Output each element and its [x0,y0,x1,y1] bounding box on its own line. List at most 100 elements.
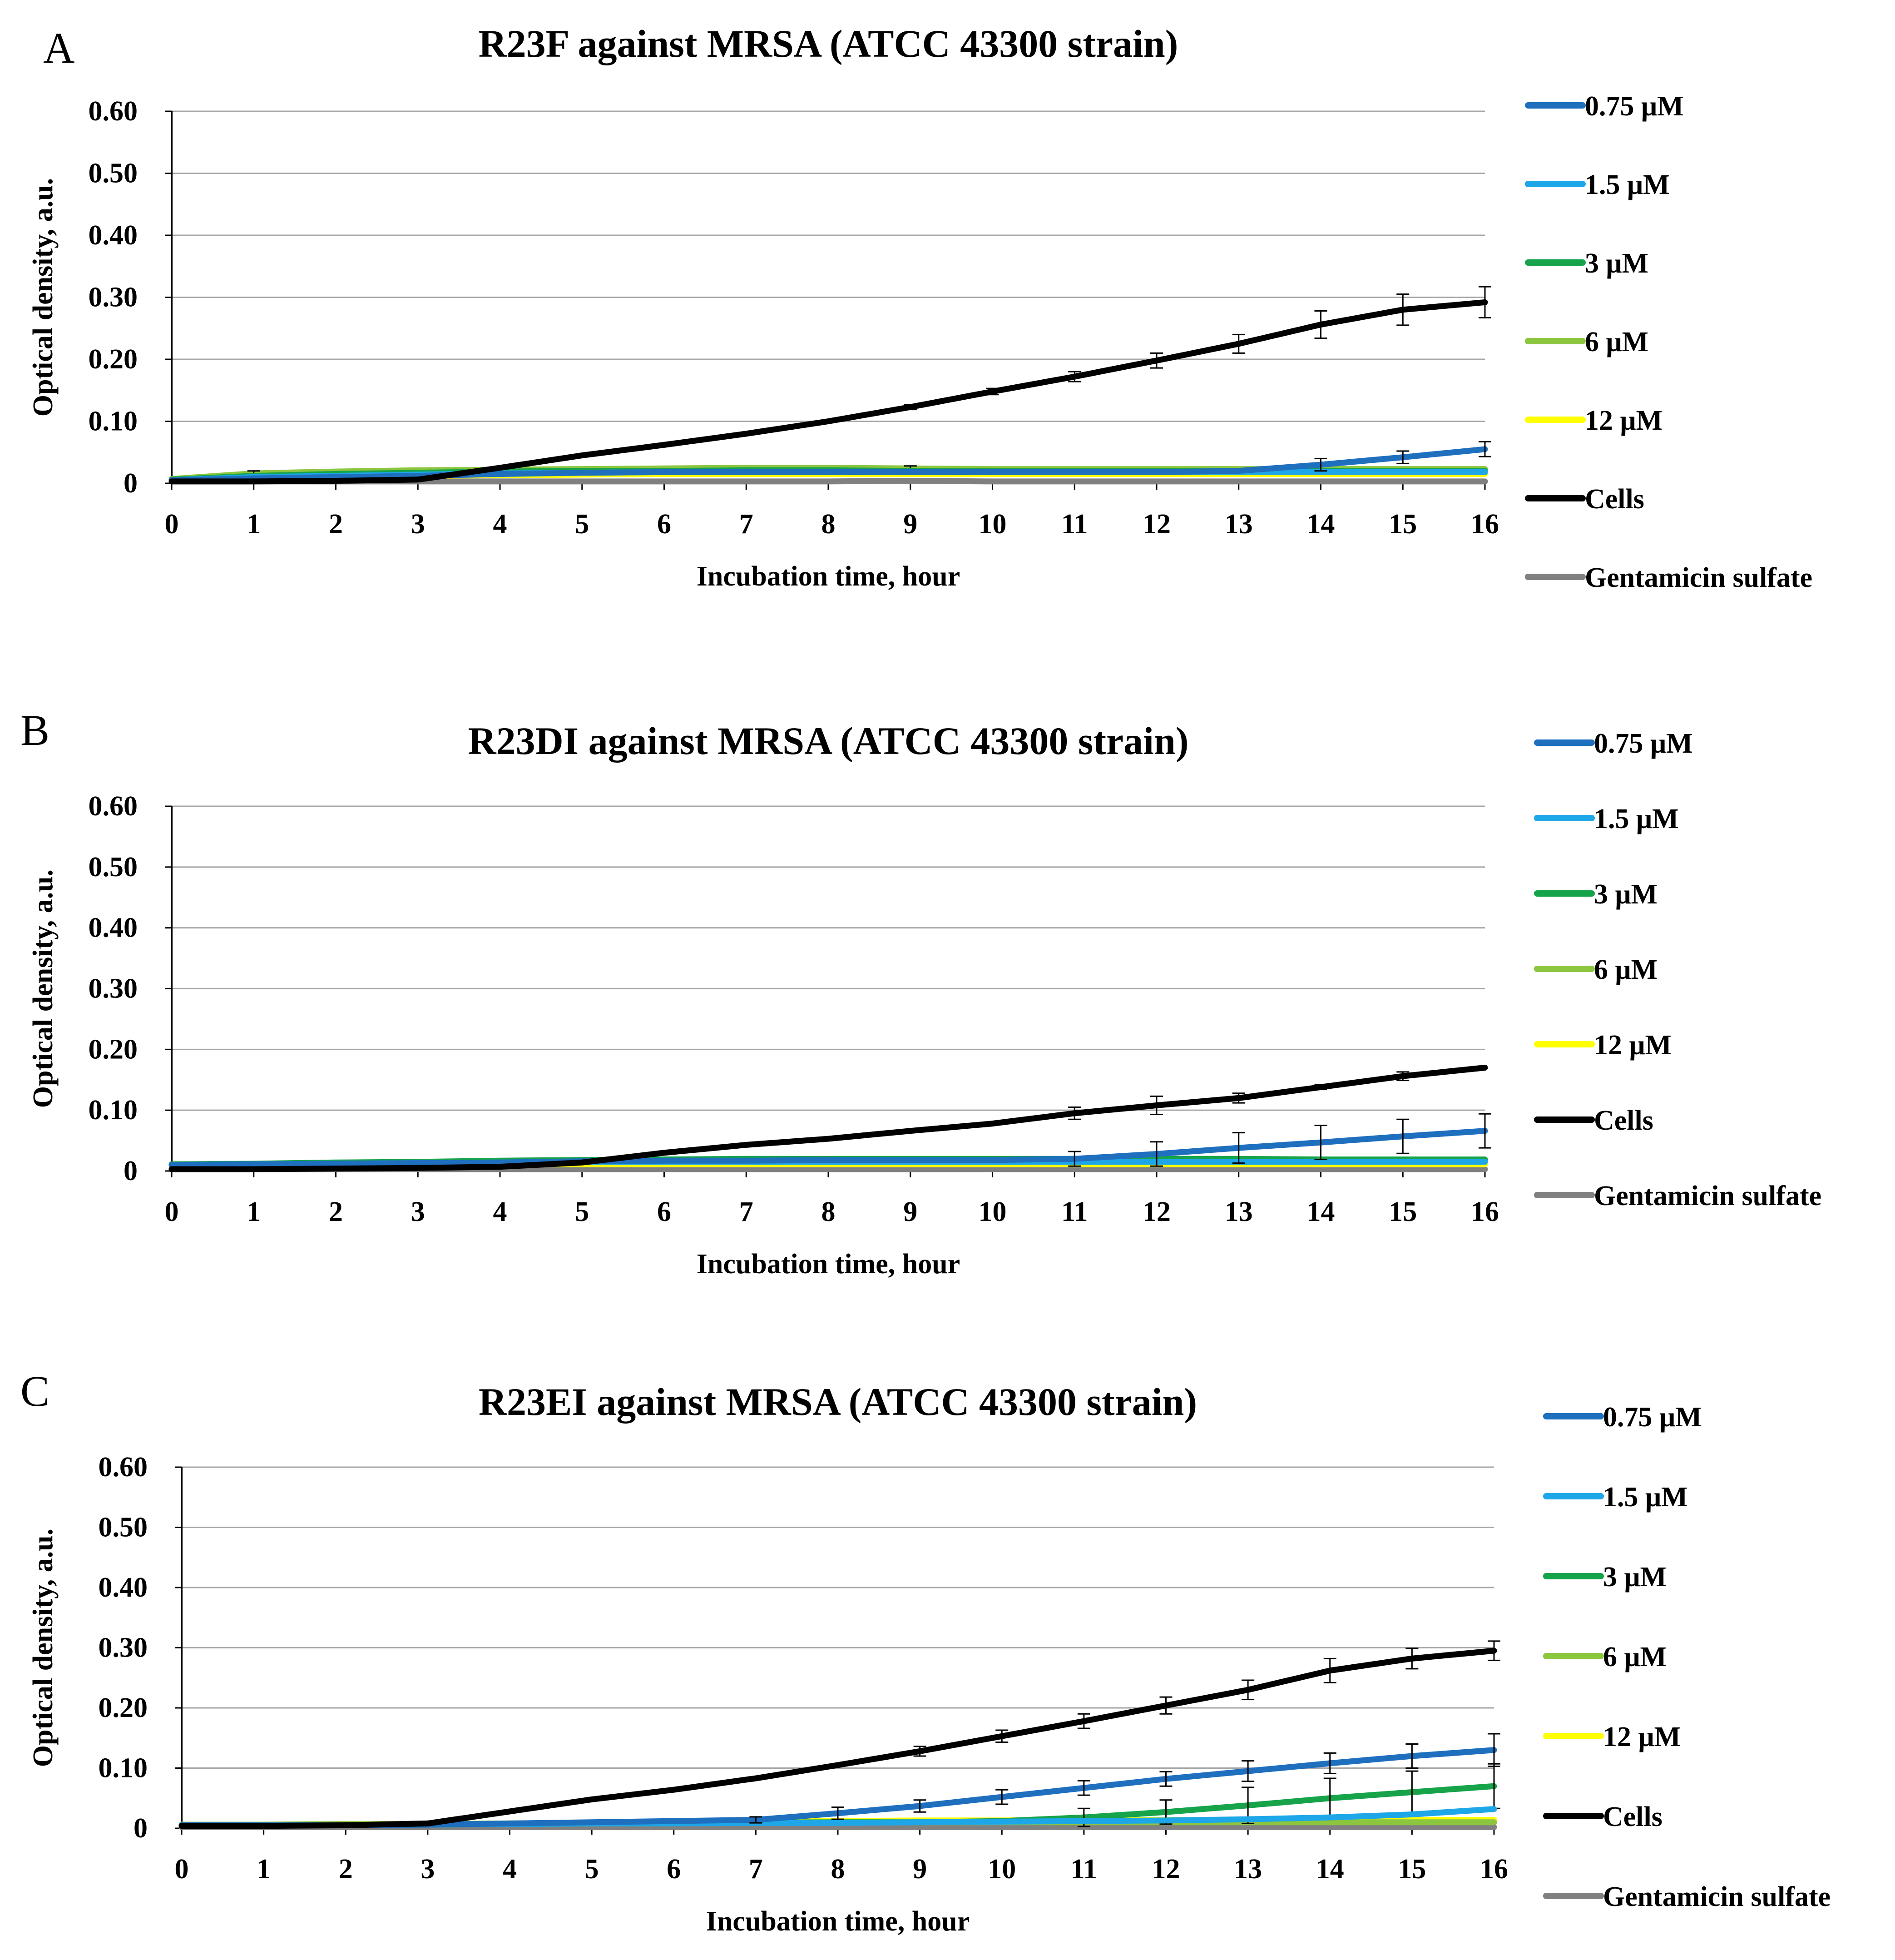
data-point [1329,1817,1331,1818]
y-tick-label: 0.20 [89,1034,138,1065]
x-tick-label: 14 [1316,1854,1344,1885]
data-point [992,1168,993,1170]
x-tick-label: 10 [979,509,1007,540]
data-point [1402,471,1404,473]
legend-item: 12 μM [1525,405,1662,436]
error-bar [1314,310,1327,339]
x-tick-label: 3 [411,509,425,540]
panel-letter: B [20,706,49,754]
x-tick-label: 11 [1071,1854,1098,1885]
legend-label: Gentamicin sulfate [1585,562,1812,593]
x-tick-label: 13 [1225,509,1253,540]
x-tick-label: 1 [257,1854,271,1885]
data-point [828,1159,829,1161]
error-bar [1068,1151,1081,1167]
panel-2: B R23DI against MRSA (ATCC 43300 strain) 0… [20,706,1821,1280]
legend-item: 1.5 μM [1525,169,1670,200]
data-point [427,1823,428,1824]
data-point [1238,1168,1239,1170]
legend-item: 0.75 μM [1534,728,1693,759]
x-tick-label: 9 [903,1196,917,1227]
legend-item: 1.5 μM [1543,1482,1688,1513]
data-point [828,1168,829,1170]
x-tick-label: 6 [657,509,671,540]
x-tick-label: 8 [821,509,836,540]
legend-item: 3 μM [1525,248,1648,279]
legend-label: 12 μM [1594,1030,1672,1061]
data-point [663,481,665,482]
error-bar [1479,286,1491,319]
x-tick-label: 7 [739,1196,753,1227]
data-point [253,481,254,482]
data-point [828,481,829,482]
legend-label: 3 μM [1603,1562,1667,1593]
x-tick-label: 2 [329,509,343,540]
legend-item: 12 μM [1543,1722,1681,1752]
data-point [828,471,829,473]
panel-letter: C [20,1367,49,1415]
y-tick-label: 0.50 [89,852,138,883]
chart-title: R23EI against MRSA (ATCC 43300 strain) [479,1380,1197,1424]
data-point [591,1821,593,1823]
x-tick-label: 14 [1307,509,1335,540]
data-point [1484,1067,1485,1068]
legend-label: 1.5 μM [1594,804,1679,834]
error-bar [1077,1780,1090,1796]
x-tick-label: 10 [988,1854,1016,1885]
error-bar [749,1816,762,1824]
y-tick-label: 0 [134,1813,148,1844]
x-tick-label: 10 [979,1196,1007,1227]
error-bar [831,1806,844,1820]
data-point [253,1168,254,1170]
error-bar [1242,1760,1255,1782]
x-tick-label: 2 [329,1196,343,1227]
data-point [345,1825,346,1826]
x-tick-label: 16 [1471,509,1499,540]
data-point [910,471,911,473]
data-point [828,421,829,422]
x-tick-label: 3 [411,1196,425,1227]
data-point [1402,481,1404,482]
data-point [837,1764,838,1766]
data-point [581,472,583,473]
data-point [1411,1826,1413,1828]
x-tick-label: 14 [1307,1196,1335,1227]
y-tick-label: 0.50 [89,158,138,189]
y-tick-label: 0 [124,1156,138,1186]
x-tick-label: 11 [1061,1196,1088,1227]
error-bar [1159,1771,1173,1787]
y-tick-label: 0.60 [99,1452,148,1483]
data-point [1402,1161,1404,1162]
error-bar [913,1799,926,1813]
y-tick-label: 0.10 [99,1753,148,1784]
x-tick-label: 5 [575,1196,589,1227]
data-point [1001,1826,1003,1828]
legend-item: 6 μM [1534,954,1658,985]
legend-item: 0.75 μM [1543,1402,1702,1433]
data-point [746,433,747,434]
error-bar [1314,1125,1327,1161]
y-tick-label: 0.60 [89,791,138,822]
legend-item: 0.75 μM [1525,91,1684,122]
x-tick-label: 4 [493,1196,507,1227]
error-bar [1077,1713,1090,1729]
legend-item: 3 μM [1543,1562,1667,1593]
data-point [992,1159,993,1161]
x-tick-label: 11 [1061,509,1088,540]
x-tick-label: 8 [821,1196,836,1227]
error-bar [1396,1118,1410,1154]
legend-label: 0.75 μM [1594,728,1693,759]
panel-letter: A [43,24,74,72]
data-point [1165,1826,1167,1828]
data-point [171,481,172,482]
legend-item: Cells [1534,1105,1653,1136]
x-tick-label: 4 [493,509,507,540]
data-point [1402,1168,1404,1170]
legend-item: Cells [1543,1801,1662,1832]
legend-item: Cells [1525,484,1644,515]
legend-label: Gentamicin sulfate [1603,1881,1831,1912]
data-point [1001,1821,1003,1822]
legend-label: 6 μM [1594,954,1658,985]
